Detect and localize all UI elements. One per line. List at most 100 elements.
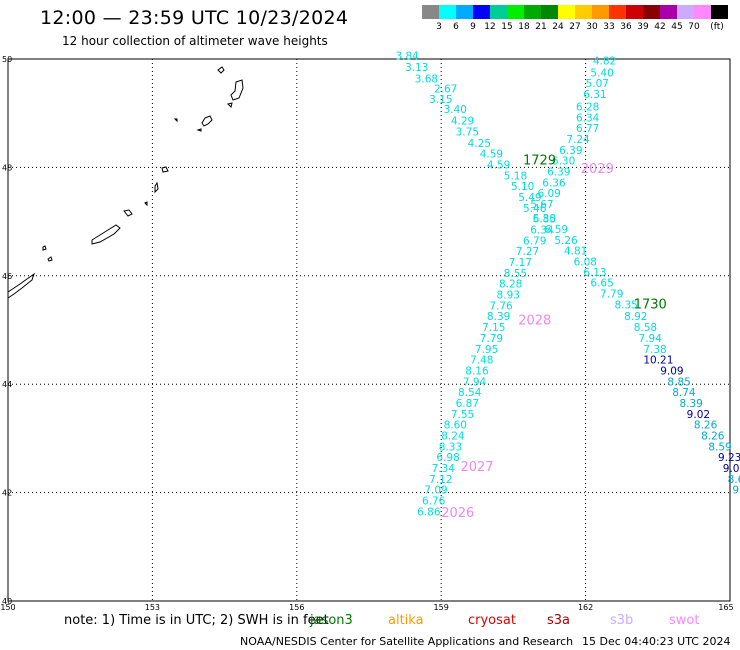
colorbar-swatch bbox=[473, 5, 490, 19]
wave-height-value: 6.87 bbox=[456, 398, 479, 410]
wave-height-value: 6.39 bbox=[559, 145, 582, 157]
wave-height-value: 8.85 bbox=[667, 376, 690, 388]
colorbar-swatch bbox=[643, 5, 660, 19]
wave-height-value: 7.79 bbox=[600, 288, 623, 300]
pass-number-label: 1729 bbox=[523, 154, 556, 169]
wave-height-value: 4.25 bbox=[468, 138, 491, 150]
colorbar-label: 33 bbox=[603, 22, 615, 32]
wave-height-value: 5.30 bbox=[533, 213, 556, 225]
wave-height-value: 8.60 bbox=[444, 420, 467, 432]
colorbar-swatch bbox=[524, 5, 541, 19]
colorbar-swatch bbox=[660, 5, 677, 19]
wave-height-value: 10.21 bbox=[643, 355, 673, 367]
colorbar-swatch bbox=[609, 5, 626, 19]
wave-height-value: 9 bbox=[732, 485, 739, 497]
colorbar-label: 36 bbox=[620, 22, 632, 32]
satellite-legend: jason3 altika cryosat s3a s3b swot bbox=[0, 613, 740, 631]
wave-height-value: 3.84 bbox=[395, 51, 419, 63]
satellite-swot: swot bbox=[669, 613, 700, 628]
wave-height-value: 7.09 bbox=[424, 485, 447, 497]
colorbar-swatch bbox=[626, 5, 643, 19]
wave-height-value: 5.67 bbox=[530, 199, 553, 211]
lat-tick-label: 44 bbox=[2, 380, 12, 389]
lat-tick-label: 42 bbox=[2, 489, 12, 498]
wave-height-value: 6.39 bbox=[547, 167, 570, 179]
wave-height-value: 9.23 bbox=[718, 452, 740, 464]
pass-number-label: 2029 bbox=[581, 162, 614, 177]
lat-tick-label: 50 bbox=[2, 55, 12, 64]
colorbar-swatch bbox=[490, 5, 507, 19]
colorbar-label: 45 bbox=[671, 22, 683, 32]
lon-tick-label: 165 bbox=[718, 603, 733, 612]
pass-number-label: 2026 bbox=[441, 506, 474, 521]
wave-height-value: 7.24 bbox=[566, 134, 590, 146]
wave-height-value: 6.36 bbox=[542, 177, 566, 189]
wave-height-value: 6.79 bbox=[523, 235, 546, 247]
pass-number-label: 1730 bbox=[634, 297, 667, 312]
colorbar-label: 30 bbox=[586, 22, 598, 32]
colorbar-label: 70 bbox=[688, 22, 700, 32]
colorbar-label: 12 bbox=[484, 22, 496, 32]
wave-height-value: 5.07 bbox=[586, 78, 609, 90]
colorbar-label: 6 bbox=[453, 22, 459, 32]
lon-tick-label: 153 bbox=[145, 603, 160, 612]
wave-height-value: 9.02 bbox=[687, 409, 710, 421]
wave-height-value: 3.13 bbox=[405, 62, 428, 74]
colorbar-swatch bbox=[422, 5, 439, 19]
wave-height-value: 8.24 bbox=[441, 430, 465, 442]
wave-height-value: 4.81 bbox=[564, 246, 587, 258]
map-subtitle: 12 hour collection of altimeter wave hei… bbox=[62, 34, 328, 48]
wave-height-value: 7.27 bbox=[516, 246, 539, 258]
wave-height-value: 7.12 bbox=[429, 474, 452, 486]
wave-height-value: 3.15 bbox=[429, 94, 452, 106]
wave-height-value: 5.40 bbox=[590, 67, 613, 79]
colorbar-label: 24 bbox=[552, 22, 564, 32]
wave-height-value: 7.15 bbox=[482, 322, 505, 334]
wave-height-value: 8.28 bbox=[499, 279, 522, 291]
colorbar-swatch bbox=[507, 5, 524, 19]
wave-height-value: 6.08 bbox=[574, 257, 597, 269]
colorbar-swatch bbox=[439, 5, 456, 19]
wave-height-value: 7.76 bbox=[489, 300, 513, 312]
wave-height-value: 7.94 bbox=[639, 333, 663, 345]
lon-tick-label: 159 bbox=[434, 603, 449, 612]
altimeter-tracks: 3.843.133.682.673.153.404.293.754.254.59… bbox=[395, 51, 740, 519]
wave-height-value: 8.33 bbox=[439, 441, 462, 453]
colorbar-unit: (ft) bbox=[710, 22, 724, 32]
wave-height-value: 6.98 bbox=[436, 452, 459, 464]
wave-height-value: 3.40 bbox=[444, 104, 467, 116]
wave-height-value: 8.26 bbox=[694, 420, 718, 432]
wave-height-value: 9.01 bbox=[723, 463, 740, 475]
wave-height-value: 8.59 bbox=[708, 441, 731, 453]
wave-height-value: 7.79 bbox=[480, 333, 503, 345]
wave-height-value: 6.28 bbox=[576, 101, 599, 113]
colorbar-swatch bbox=[711, 5, 728, 19]
colorbar-label: 39 bbox=[637, 22, 649, 32]
wave-height-value: 6.13 bbox=[583, 267, 606, 279]
wave-height-value: 6.30 bbox=[552, 156, 575, 168]
wave-height-value: 8.92 bbox=[624, 311, 647, 323]
satellite-s3a: s3a bbox=[547, 613, 571, 628]
wave-height-value: 6.76 bbox=[422, 496, 446, 508]
colorbar-swatch bbox=[677, 5, 694, 19]
wave-height-value: 6.34 bbox=[576, 112, 600, 124]
timestamp: 15 Dec 04:40:23 UTC 2024 bbox=[582, 635, 731, 648]
wave-height-value: 8.55 bbox=[504, 268, 527, 280]
wave-height-value: 5.46 bbox=[523, 203, 547, 215]
lat-tick-label: 46 bbox=[2, 272, 12, 281]
wave-height-value: 8.16 bbox=[465, 365, 489, 377]
wave-height-value: 5.18 bbox=[504, 170, 527, 182]
pass-number-label: 2027 bbox=[460, 460, 493, 475]
wave-height-value: 4.82 bbox=[593, 55, 616, 67]
wave-height-value: 8.93 bbox=[497, 290, 520, 302]
wave-height-value: 8.39 bbox=[679, 398, 702, 410]
map-gridlines bbox=[8, 59, 730, 601]
wave-height-value: 7.17 bbox=[509, 257, 532, 269]
wave-height-value: 7.38 bbox=[643, 344, 666, 356]
wave-height-value: 8.6 bbox=[728, 474, 740, 486]
wave-height-value: 2.67 bbox=[434, 84, 457, 96]
wave-height-value: 8.39 bbox=[487, 311, 510, 323]
wave-height-value: 6.59 bbox=[545, 224, 568, 236]
wave-height-value: 6.09 bbox=[537, 188, 560, 200]
